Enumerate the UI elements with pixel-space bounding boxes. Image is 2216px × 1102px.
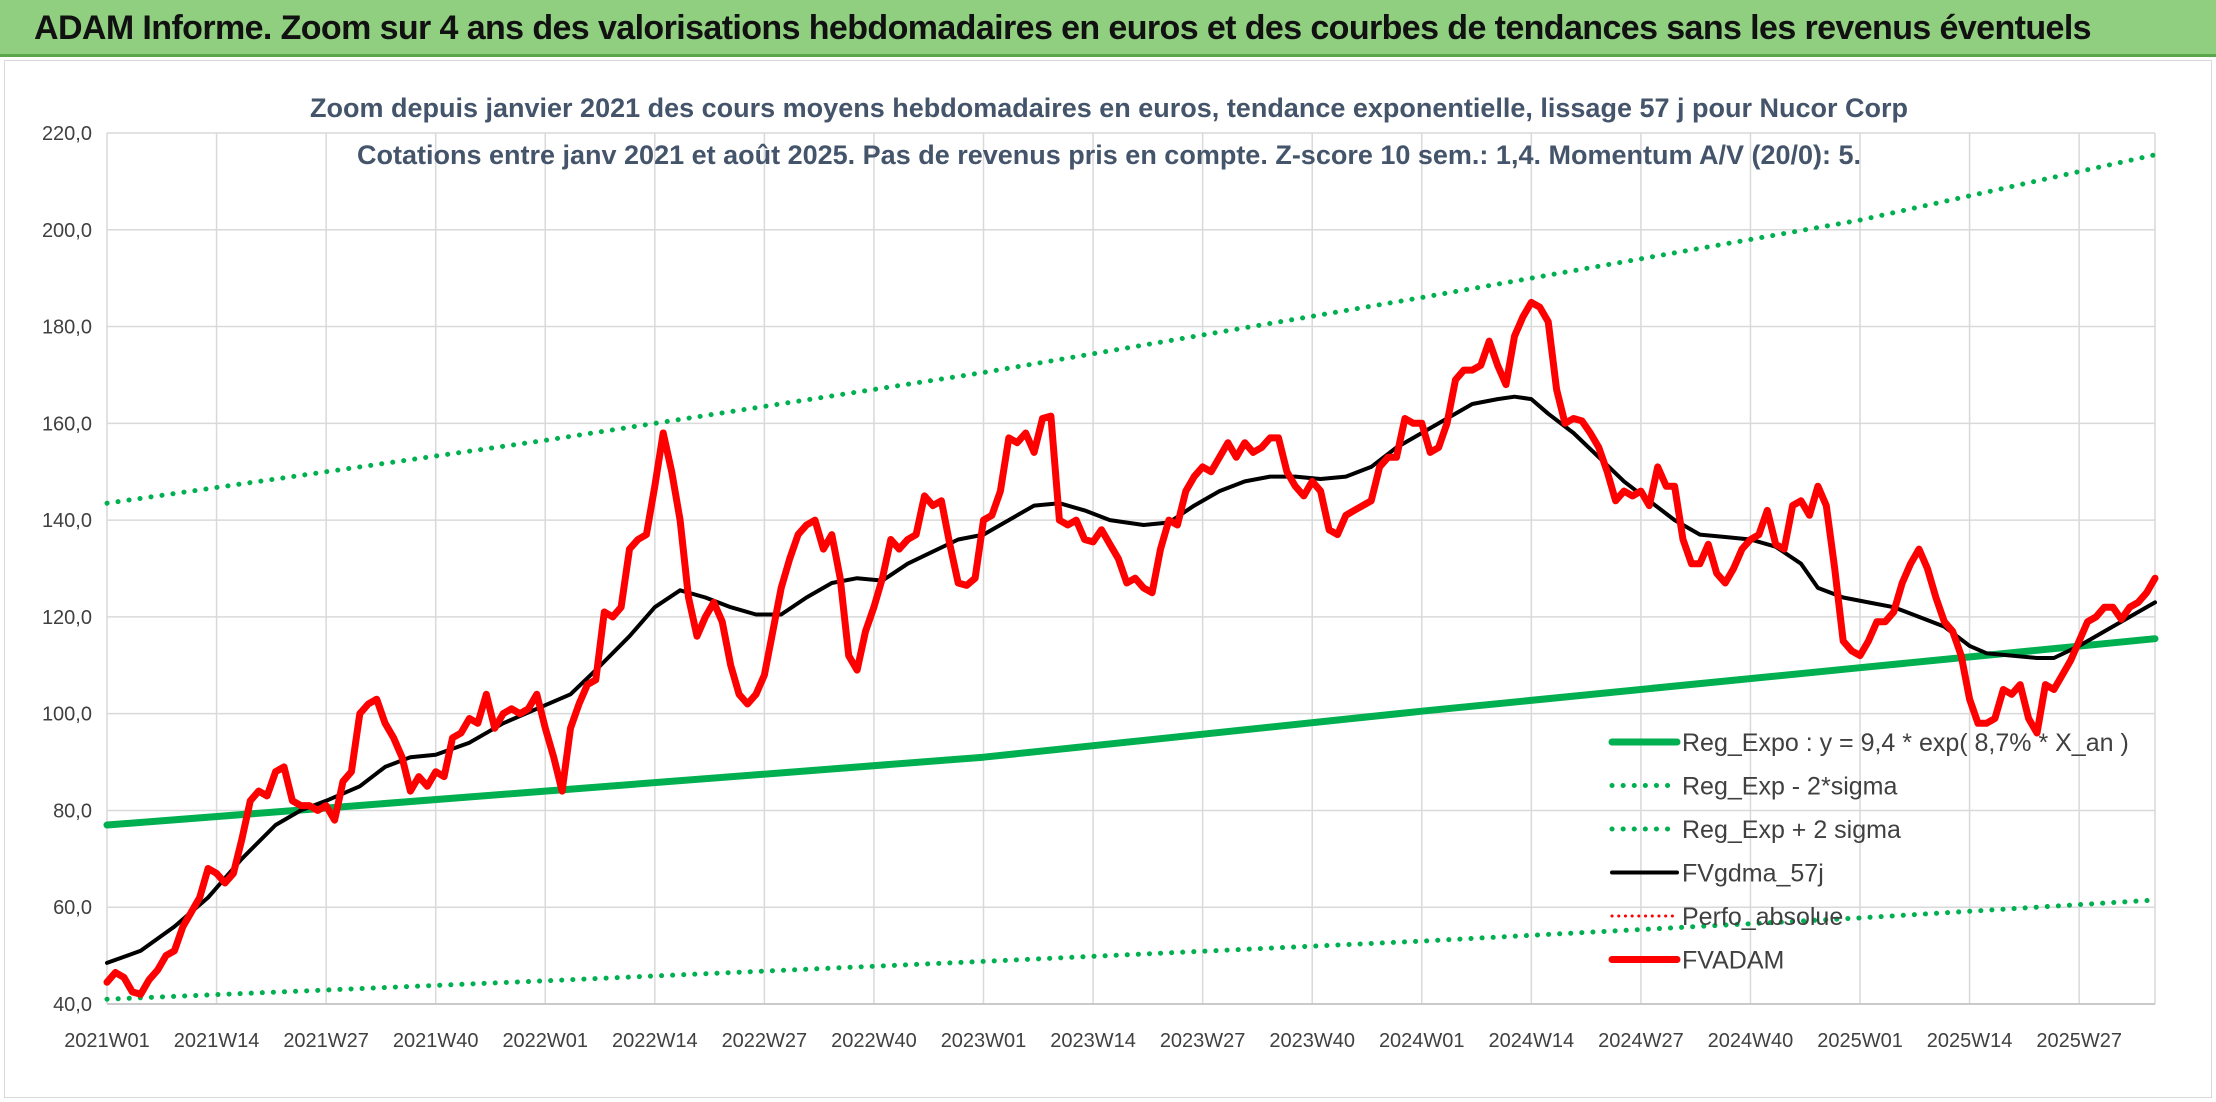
x-tick-label: 2024W01	[1379, 1030, 1465, 1052]
series-line-5	[103, 298, 2159, 998]
chart-title-line-1: Zoom depuis janvier 2021 des cours moyen…	[310, 93, 1908, 123]
chart-frame	[4, 60, 2212, 1098]
x-tick-label: 2023W01	[941, 1030, 1027, 1052]
y-tick-label: 160,0	[42, 413, 92, 435]
x-tick-label: 2022W27	[722, 1030, 808, 1052]
x-tick-label: 2021W14	[174, 1030, 260, 1052]
x-tick-label: 2022W01	[502, 1030, 588, 1052]
series-line-1	[104, 897, 2158, 1002]
x-tick-label: 2024W14	[1489, 1030, 1575, 1052]
x-tick-label: 2021W40	[393, 1030, 479, 1052]
legend-label: Reg_Exp + 2 sigma	[1682, 816, 1901, 844]
y-tick-label: 140,0	[42, 510, 92, 532]
y-tick-label: 200,0	[42, 220, 92, 242]
x-tick-label: 2023W40	[1269, 1030, 1355, 1052]
legend-label: FVADAM	[1682, 947, 1784, 975]
y-tick-label: 100,0	[42, 704, 92, 726]
y-tick-label: 40,0	[53, 994, 92, 1016]
y-tick-label: 220,0	[42, 123, 92, 145]
y-tick-label: 180,0	[42, 317, 92, 339]
x-axis-ticks: 2021W01 2021W14 2021W27 2021W40 2022W01 2022W…	[64, 1030, 2122, 1052]
y-tick-label: 80,0	[53, 800, 92, 822]
chart-title-line-2: Cotations entre janv 2021 et août 2025. …	[357, 140, 1861, 170]
x-tick-label: 2023W27	[1160, 1030, 1246, 1052]
series-line-3	[105, 394, 2157, 965]
y-axis-ticks: 40,0 60,0 80,0 100,0 120,0 140,0 160,0 180,0 200…	[42, 123, 92, 1016]
x-tick-label: 2022W40	[831, 1030, 917, 1052]
legend-label: Reg_Expo : y = 9,4 * exp( 8,7% * X_an )	[1682, 729, 2129, 757]
legend-label: Perfo_absolue	[1682, 903, 1843, 931]
legend-label: FVgdma_57j	[1682, 860, 1824, 888]
series-lines	[103, 152, 2159, 1002]
series-line-2	[104, 152, 2158, 506]
x-tick-label: 2025W27	[2036, 1030, 2122, 1052]
x-tick-label: 2023W14	[1050, 1030, 1136, 1052]
legend-label: Reg_Exp - 2*sigma	[1682, 773, 1897, 801]
x-tick-label: 2021W27	[283, 1030, 369, 1052]
x-tick-label: 2024W40	[1708, 1030, 1794, 1052]
x-tick-label: 2025W14	[1927, 1030, 2013, 1052]
y-tick-label: 60,0	[53, 897, 92, 919]
series-line-0	[103, 635, 2159, 829]
report-banner: ADAM Informe. Zoom sur 4 ans des valoris…	[0, 0, 2216, 57]
gridlines	[106, 132, 2156, 1005]
legend: Reg_Expo : y = 9,4 * exp( 8,7% * X_an ) R…	[1608, 729, 2129, 975]
y-tick-label: 120,0	[42, 607, 92, 629]
x-tick-label: 2022W14	[612, 1030, 698, 1052]
x-tick-label: 2021W01	[64, 1030, 150, 1052]
report-title: ADAM Informe. Zoom sur 4 ans des valoris…	[34, 9, 2092, 47]
x-tick-label: 2025W01	[1817, 1030, 1903, 1052]
x-tick-label: 2024W27	[1598, 1030, 1684, 1052]
